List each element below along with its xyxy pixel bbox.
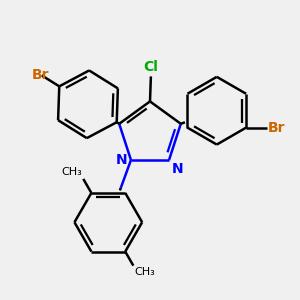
Text: Br: Br (268, 121, 286, 135)
Text: N: N (171, 162, 183, 176)
Text: Br: Br (32, 68, 49, 82)
Text: N: N (116, 153, 127, 167)
Text: CH₃: CH₃ (61, 167, 82, 177)
Text: Cl: Cl (143, 60, 158, 74)
Text: CH₃: CH₃ (135, 267, 156, 277)
